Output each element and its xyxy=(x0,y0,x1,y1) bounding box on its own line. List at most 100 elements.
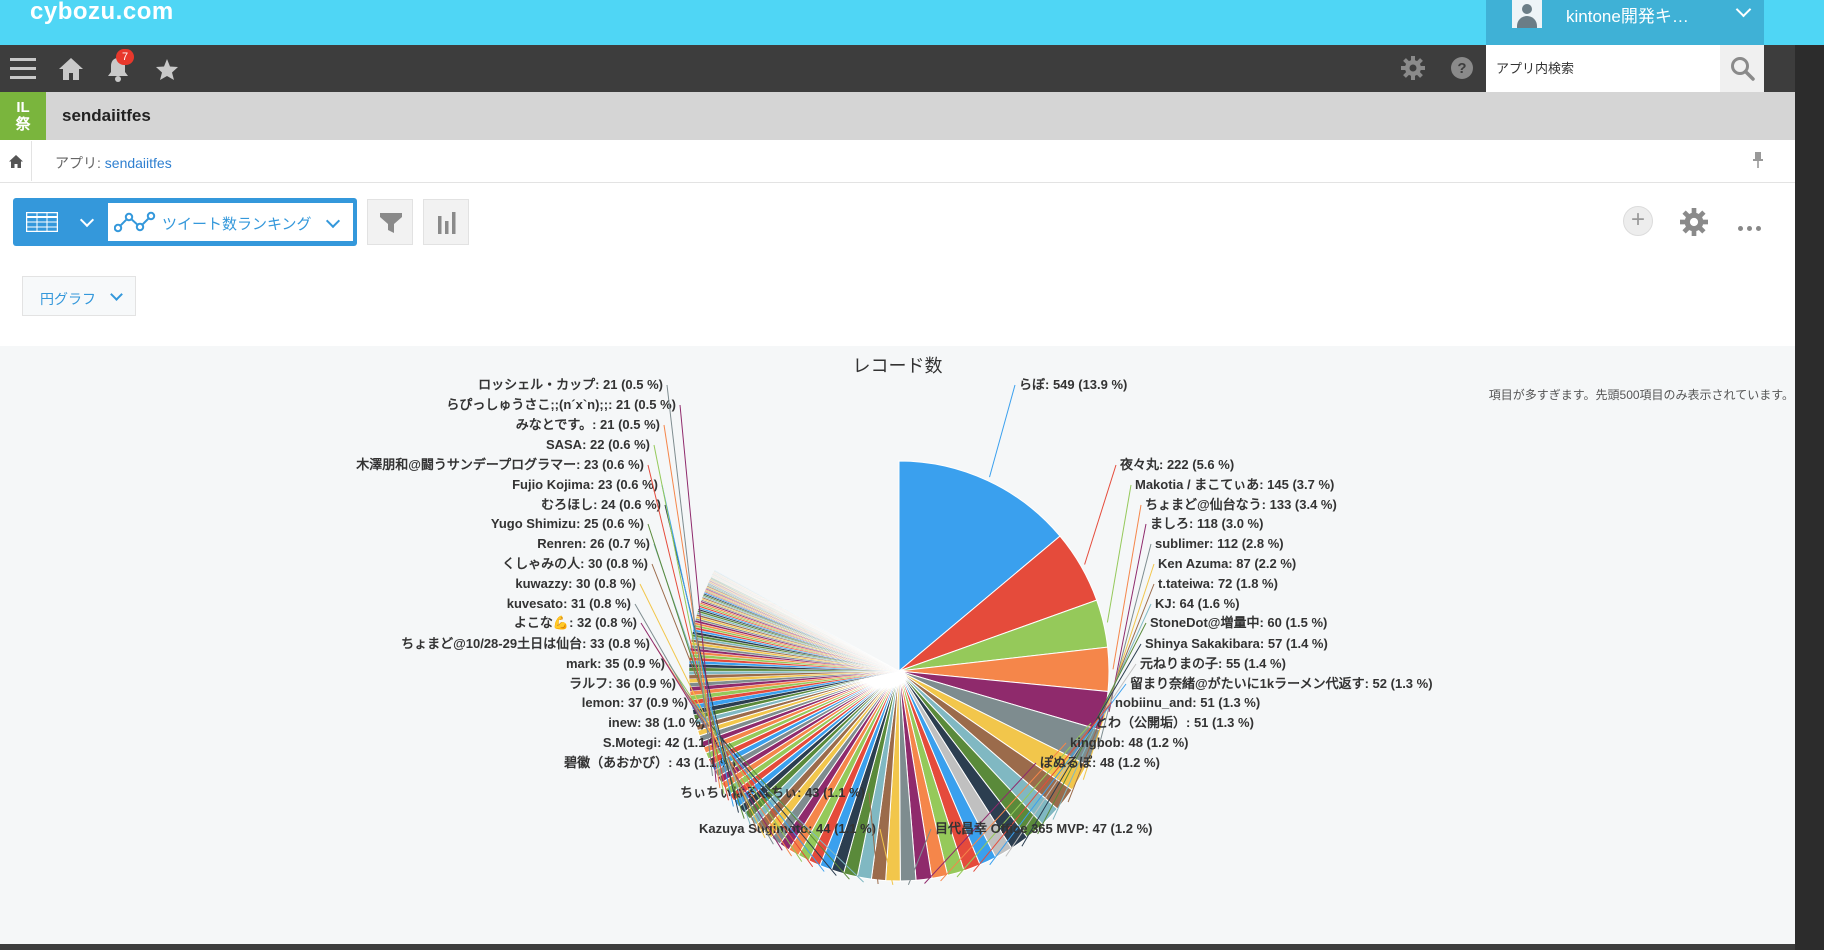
pie-label-leader xyxy=(1108,523,1147,712)
chart-type-select[interactable] xyxy=(22,276,136,316)
pie-label-leader xyxy=(1097,543,1152,750)
pie-chart: らぼ: 549 (13.9 %) 夜々丸: 222 (5.6 %) Makotia … xyxy=(355,377,1433,886)
pie-label-leader xyxy=(653,643,793,857)
pie-data-label: S.Motegi: 42 (1.1 %) xyxy=(603,735,725,750)
filter-button[interactable] xyxy=(367,199,413,245)
table-view-icon xyxy=(26,212,58,232)
pie-data-label: nobiinu_and: 51 (1.3 %) xyxy=(1115,695,1260,710)
app-settings-gear-icon[interactable] xyxy=(1680,208,1708,236)
window-bottom-edge xyxy=(0,944,1795,950)
pie-label-leader xyxy=(1052,603,1152,820)
pie-data-label: 留まり奈緒@がたいに1kラーメン代返す: 52 (1.3 %) xyxy=(1130,676,1433,691)
app-header xyxy=(0,92,1795,140)
pie-data-label: らぴっしゅうさこ;;(n´x`n);;: 21 (0.5 %) xyxy=(446,397,676,412)
graph-selector[interactable] xyxy=(108,203,353,241)
pie-data-label: Renren: 26 (0.7 %) xyxy=(537,536,650,551)
search-button[interactable] xyxy=(1720,45,1764,92)
pie-label-leader xyxy=(647,464,729,801)
pie-data-label: ましろ: 118 (3.0 %) xyxy=(1150,516,1263,531)
app-search-input[interactable] xyxy=(1486,45,1720,92)
add-record-button[interactable]: + xyxy=(1623,206,1653,236)
pie-data-label: ちょまど@仙台なう: 133 (3.4 %) xyxy=(1145,497,1337,512)
gear-icon[interactable] xyxy=(1401,56,1425,80)
home-icon[interactable] xyxy=(58,57,84,81)
pie-data-label: t.tateiwa: 72 (1.8 %) xyxy=(1158,576,1278,591)
user-menu[interactable]: kintone開発キ… xyxy=(1486,0,1764,45)
pie-data-label: ぽぬるぽ: 48 (1.2 %) xyxy=(1040,755,1160,770)
pie-data-label: StoneDot@増量中: 60 (1.5 %) xyxy=(1150,615,1327,630)
pie-label-leader xyxy=(728,742,850,880)
breadcrumb xyxy=(0,140,1795,183)
pie-label-leader xyxy=(907,828,932,885)
filter-icon xyxy=(380,213,402,233)
more-options-icon[interactable] xyxy=(1738,218,1765,236)
pie-data-label: とわ（公開垢）: 51 (1.3 %) xyxy=(1095,715,1254,730)
pie-label-leader xyxy=(666,384,713,776)
window-edge xyxy=(1795,0,1824,950)
breadcrumb-app-link[interactable]: sendaiitfes xyxy=(104,155,172,171)
pie-data-label: SASA: 22 (0.6 %) xyxy=(546,437,650,452)
chart-title: レコード数 xyxy=(852,356,943,376)
notification-badge: 7 xyxy=(116,49,134,65)
pie-label-leader xyxy=(879,828,894,886)
pie-label-leader xyxy=(634,603,774,845)
app-icon[interactable]: IL 祭 xyxy=(0,92,46,140)
avatar xyxy=(1512,0,1542,28)
pie-data-label: Shinya Sakakibara: 57 (1.4 %) xyxy=(1145,636,1328,651)
pie-label-leader xyxy=(989,683,1127,866)
pie-data-label: Ken Azuma: 87 (2.2 %) xyxy=(1158,556,1296,571)
pie-label-leader xyxy=(868,792,879,885)
brand-logo[interactable]: cybozu.com xyxy=(30,0,174,25)
help-icon[interactable]: ? xyxy=(1450,56,1474,80)
window-edge-top xyxy=(1795,0,1824,45)
pie-slice[interactable] xyxy=(898,460,1061,673)
breadcrumb-prefix: アプリ: xyxy=(55,155,105,171)
breadcrumb-separator xyxy=(31,141,32,181)
pie-label-leader xyxy=(664,504,739,813)
pie-data-label: inew: 38 (1.0 %) xyxy=(608,715,705,730)
pie-label-leader xyxy=(940,742,1067,882)
pie-label-leader xyxy=(668,663,803,862)
pie-data-label: kingbob: 48 (1.2 %) xyxy=(1070,735,1188,750)
pie-data-label: ラルフ: 36 (0.9 %) xyxy=(569,676,676,691)
chevron-down-icon xyxy=(1735,1,1752,18)
user-name: kintone開発キ… xyxy=(1566,7,1689,26)
pie-label-leader xyxy=(973,702,1112,872)
pie-data-label: Fujio Kojima: 23 (0.6 %) xyxy=(512,477,658,492)
app-title[interactable]: sendaiitfes xyxy=(62,106,151,125)
pie-data-label: くしゃみの人: 30 (0.8 %) xyxy=(502,556,648,571)
chart-truncation-notice: 項目が多すぎます。先頭500項目のみ表示されています。 xyxy=(1488,388,1794,402)
pie-data-label: むろほし: 24 (0.6 %) xyxy=(541,497,661,512)
pie-data-label: sublimer: 112 (2.8 %) xyxy=(1155,536,1284,551)
pie-data-label: 碧徽（あおかび）: 43 (1.1 %) xyxy=(563,755,736,770)
svg-text:?: ? xyxy=(1457,60,1466,77)
search-icon xyxy=(1731,57,1755,81)
pie-data-label: Kazuya Sugimoto: 44 (1.1 %) xyxy=(699,821,876,836)
pie-label-leader xyxy=(924,762,1037,884)
pie-label-leader xyxy=(708,722,837,876)
pie-label-leader xyxy=(739,762,864,883)
pie-label-leader xyxy=(1005,663,1137,857)
pie-data-label: 元ねりまの子: 55 (1.4 %) xyxy=(1140,656,1286,671)
pie-label-leader xyxy=(1106,484,1132,623)
graph-button[interactable] xyxy=(423,199,469,245)
pie-label-leader xyxy=(639,583,766,839)
line-graph-icon xyxy=(114,211,156,233)
pie-slice-small[interactable] xyxy=(714,569,900,672)
pie-data-label: ロッシェル・カップ: 21 (0.5 %) xyxy=(478,377,663,392)
home-icon[interactable] xyxy=(9,155,23,168)
pie-label-leader xyxy=(989,384,1016,478)
pie-data-label: らぼ: 549 (13.9 %) xyxy=(1019,377,1127,392)
pie-data-label: Yugo Shimizu: 25 (0.6 %) xyxy=(491,516,644,531)
pie-label-leader xyxy=(1112,504,1142,670)
graph-name: ツイート数ランキング xyxy=(162,216,312,233)
pie-data-label: kuvesato: 31 (0.8 %) xyxy=(507,596,631,611)
bar-chart-icon xyxy=(438,212,456,234)
pie-data-label: 目代昌幸 Office 365 MVP: 47 (1.2 %) xyxy=(935,821,1152,836)
menu-icon[interactable] xyxy=(10,58,36,80)
pie-data-label: KJ: 64 (1.6 %) xyxy=(1155,596,1240,611)
star-icon[interactable] xyxy=(155,58,179,81)
plus-icon: + xyxy=(1630,206,1645,233)
pie-label-leader xyxy=(1082,563,1155,780)
pin-icon[interactable] xyxy=(1752,152,1764,168)
